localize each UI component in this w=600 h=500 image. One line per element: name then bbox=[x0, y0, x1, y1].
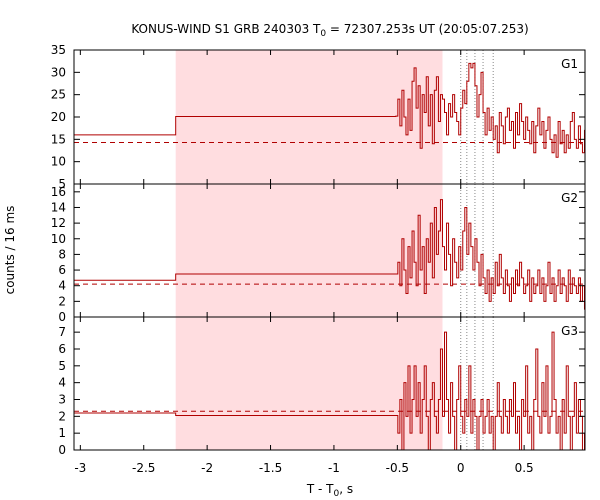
x-tick-label: -2.5 bbox=[132, 461, 155, 475]
y-tick-label: 3 bbox=[58, 392, 66, 406]
y-tick-label: 10 bbox=[51, 155, 66, 169]
x-tick-label: 0.5 bbox=[515, 461, 534, 475]
y-tick-label: 5 bbox=[58, 177, 66, 191]
y-tick-label: 30 bbox=[51, 65, 66, 79]
x-tick-labels: -3 -2.5 -2 -1.5 -1 -0.5 0 0.5 bbox=[74, 461, 533, 475]
y-tick-label: 2 bbox=[58, 409, 66, 423]
x-tick-label: -0.5 bbox=[386, 461, 409, 475]
y-tick-label: 16 bbox=[51, 185, 66, 199]
x-tick-label: -1 bbox=[328, 461, 340, 475]
panel-frame bbox=[73, 316, 586, 451]
y-tick-label: 0 bbox=[58, 443, 66, 457]
panel-label: G3 bbox=[561, 324, 578, 338]
y-tick-label: 6 bbox=[58, 342, 66, 356]
y-tick-label: 2 bbox=[58, 294, 66, 308]
panel-g1: 5 10 15 20 25 30 35 G1 bbox=[51, 43, 586, 191]
chart-title: KONUS-WIND S1 GRB 240303 T0 = 72307.253s… bbox=[131, 22, 528, 39]
x-tick-label: -2 bbox=[201, 461, 213, 475]
y-tick-label: 15 bbox=[51, 132, 66, 146]
lightcurve-g2 bbox=[74, 199, 585, 310]
y-tick-label: 12 bbox=[51, 216, 66, 230]
panel-label: G1 bbox=[561, 57, 578, 71]
x-tick-label: -1.5 bbox=[259, 461, 282, 475]
panel-label: G2 bbox=[561, 191, 578, 205]
y-tick-label: 4 bbox=[58, 279, 66, 293]
y-tick-label: 1 bbox=[58, 426, 66, 440]
y-tick-label: 7 bbox=[58, 325, 66, 339]
y-axis-label: counts / 16 ms bbox=[3, 206, 17, 295]
y-tick-label: 10 bbox=[51, 232, 66, 246]
lightcurve-g1 bbox=[74, 62, 585, 158]
shaded-interval bbox=[175, 184, 443, 317]
y-tick-label: 6 bbox=[58, 263, 66, 277]
y-tick-label: 25 bbox=[51, 88, 66, 102]
y-tick-label: 8 bbox=[58, 247, 66, 261]
y-tick-label: 20 bbox=[51, 110, 66, 124]
x-tick-label: -3 bbox=[74, 461, 86, 475]
y-tick-label: 5 bbox=[58, 359, 66, 373]
lightcurve-g3 bbox=[74, 331, 585, 451]
panel-g3: 0 1 2 3 4 5 6 7 G3 bbox=[58, 316, 586, 457]
shaded-interval bbox=[175, 317, 443, 450]
y-tick-label: 0 bbox=[58, 310, 66, 324]
y-tick-label: 14 bbox=[51, 200, 66, 214]
y-tick-label: 4 bbox=[58, 376, 66, 390]
x-axis-label: T - T0, s bbox=[306, 482, 353, 499]
x-tick-label: 0 bbox=[457, 461, 465, 475]
y-tick-label: 35 bbox=[51, 43, 66, 57]
